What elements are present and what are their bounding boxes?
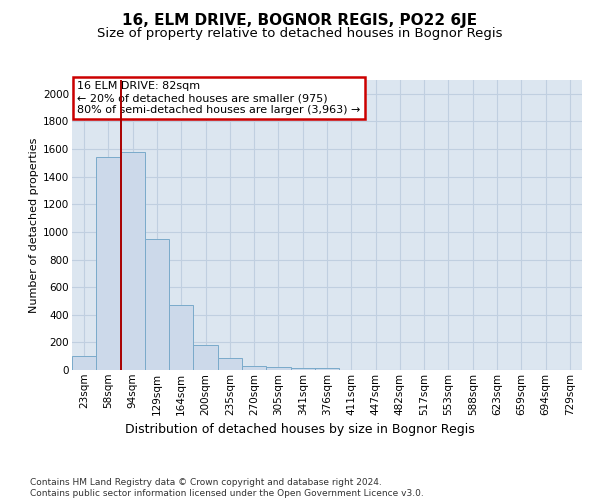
Text: Distribution of detached houses by size in Bognor Regis: Distribution of detached houses by size … [125,422,475,436]
Bar [242,366,266,370]
Y-axis label: Number of detached properties: Number of detached properties [29,138,39,312]
Text: 16, ELM DRIVE, BOGNOR REGIS, PO22 6JE: 16, ELM DRIVE, BOGNOR REGIS, PO22 6JE [122,12,478,28]
Text: Contains HM Land Registry data © Crown copyright and database right 2024.
Contai: Contains HM Land Registry data © Crown c… [30,478,424,498]
Bar [169,305,193,370]
Bar [266,367,290,370]
Text: Size of property relative to detached houses in Bognor Regis: Size of property relative to detached ho… [97,28,503,40]
Bar [315,368,339,370]
Bar [72,356,96,370]
Bar [290,368,315,370]
Bar [193,345,218,370]
Bar [96,158,121,370]
Text: 16 ELM DRIVE: 82sqm
← 20% of detached houses are smaller (975)
80% of semi-detac: 16 ELM DRIVE: 82sqm ← 20% of detached ho… [77,82,361,114]
Bar [145,239,169,370]
Bar [218,358,242,370]
Bar [121,152,145,370]
